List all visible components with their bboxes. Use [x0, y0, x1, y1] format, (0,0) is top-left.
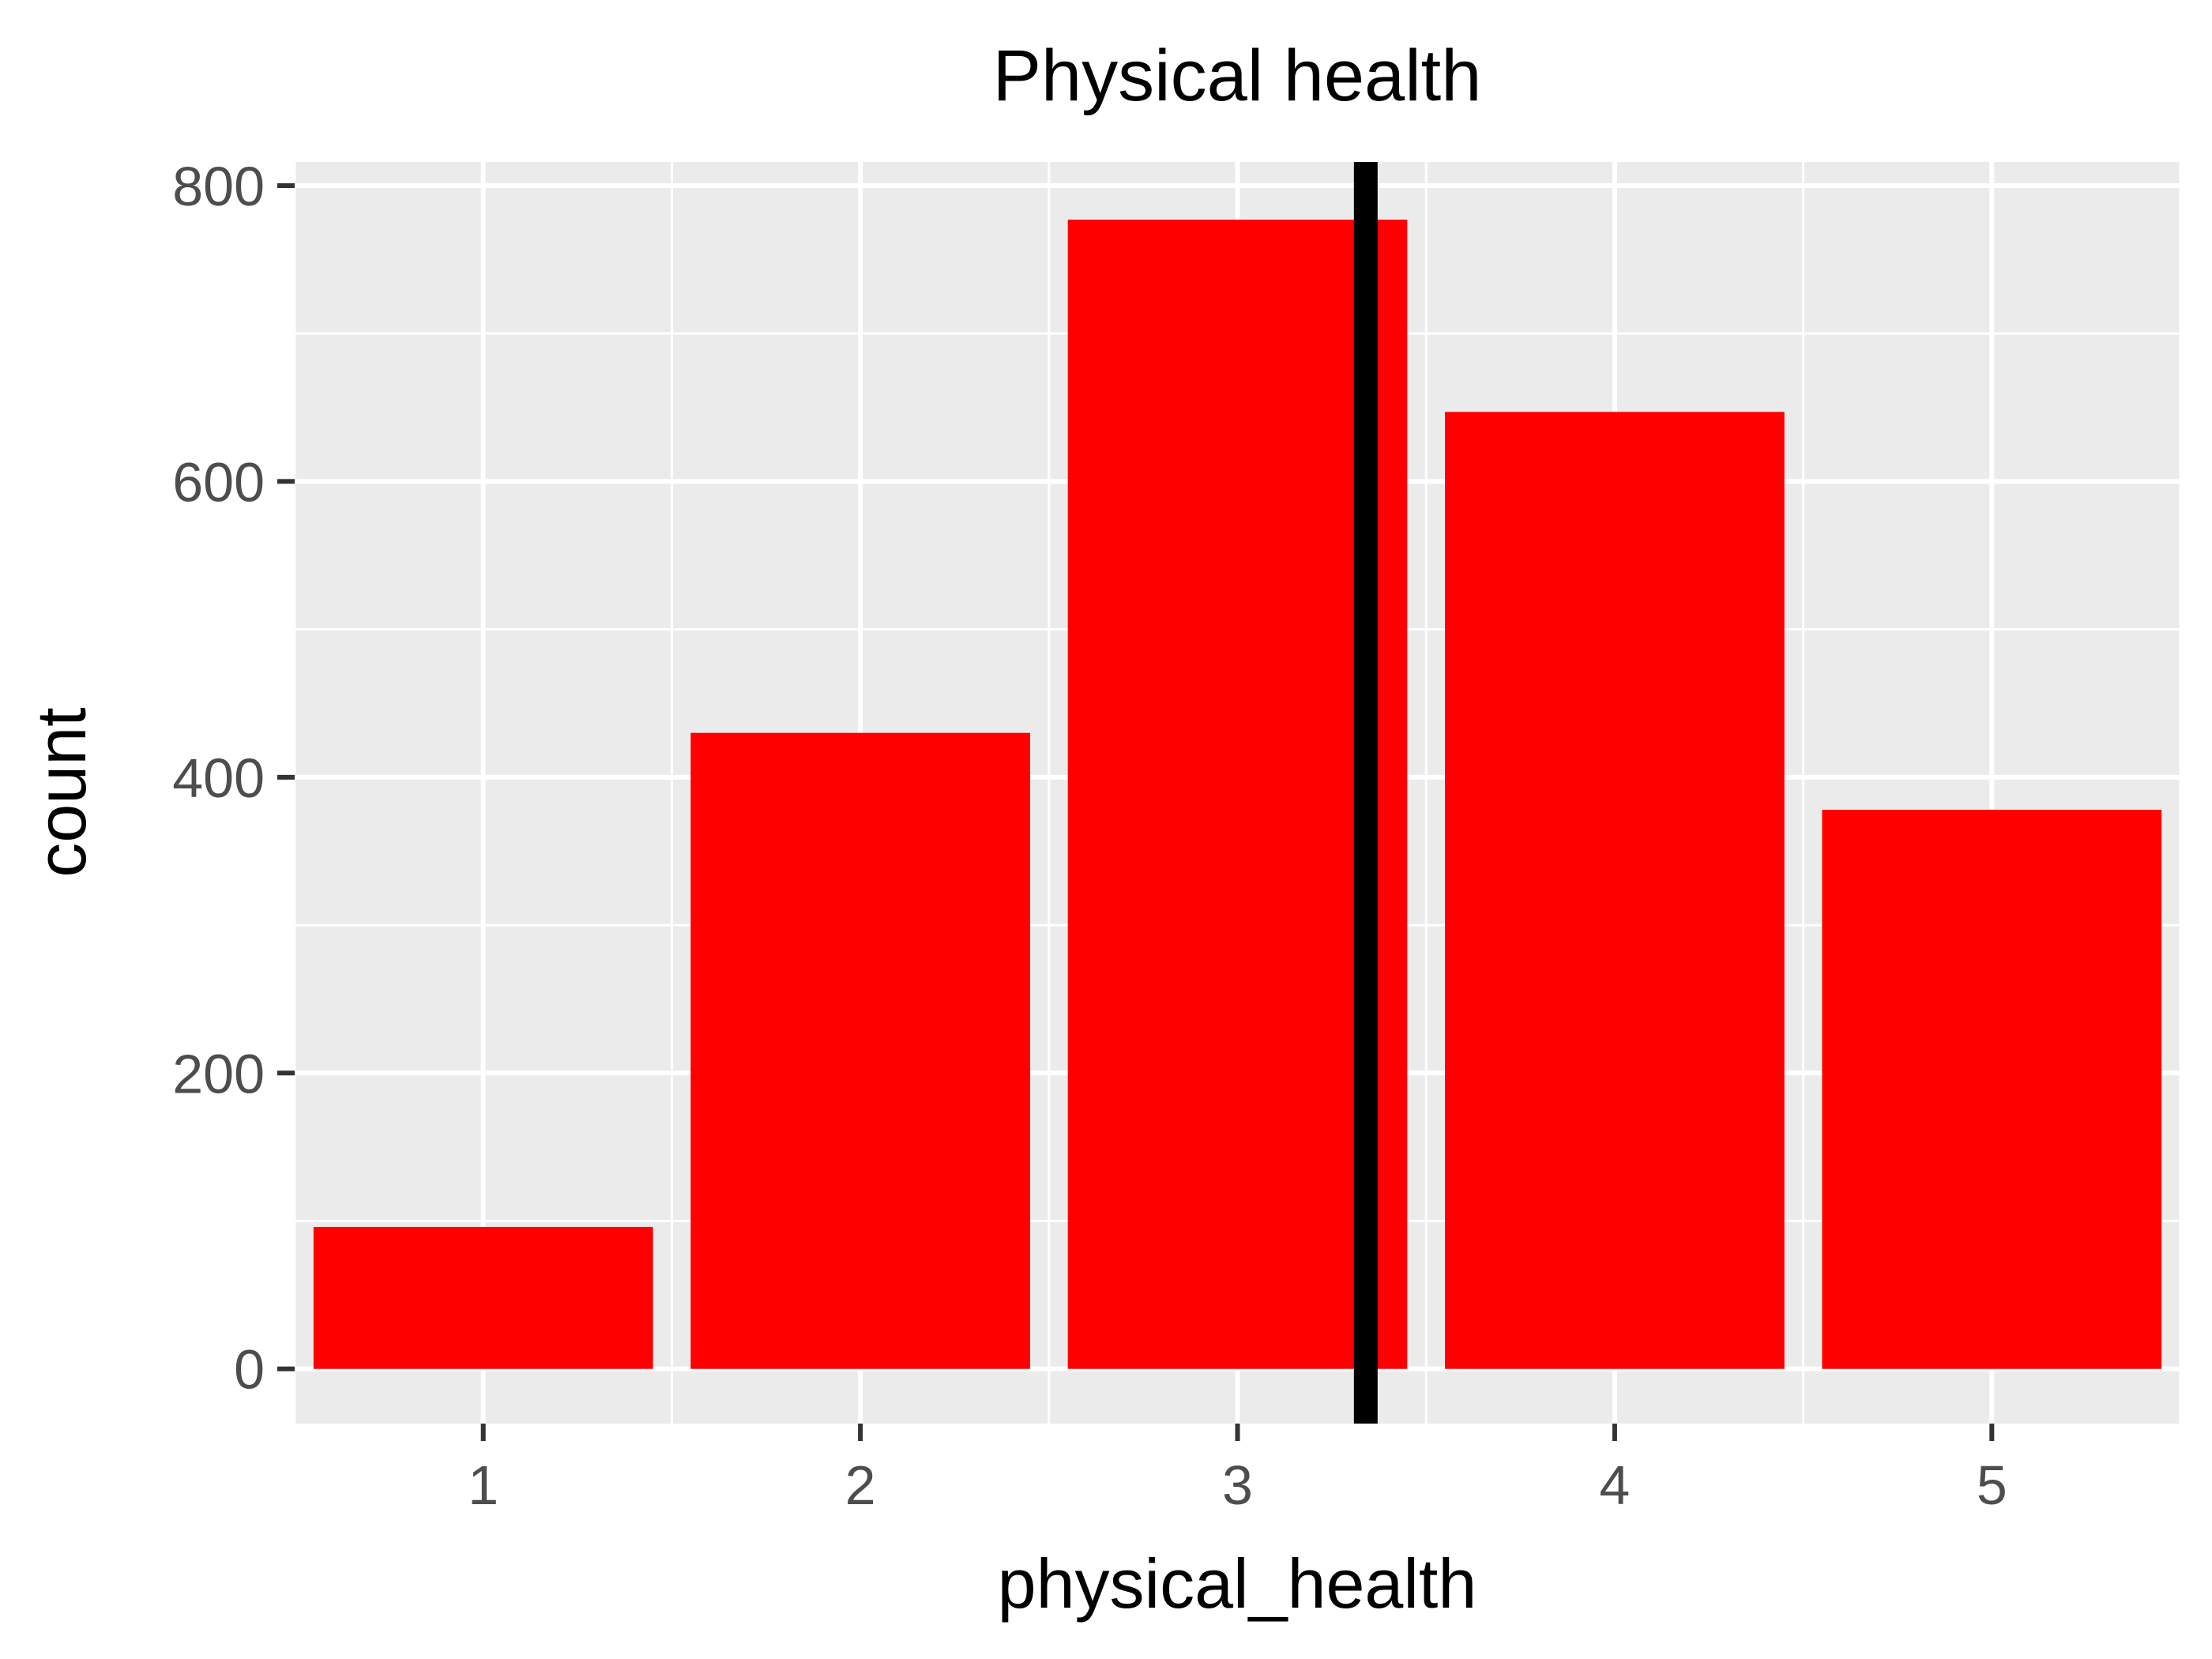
- y-tick-label: 0: [234, 1339, 265, 1401]
- x-tick-label: 1: [468, 1454, 498, 1516]
- y-tick-label: 800: [172, 156, 265, 217]
- y-tick-label: 600: [172, 451, 265, 513]
- x-tick-label: 4: [1599, 1454, 1630, 1516]
- x-axis: 1 2 3 4 5: [468, 1424, 2007, 1516]
- y-axis: 0 200 400 600 800: [172, 156, 295, 1401]
- chart-title: Physical health: [993, 36, 1482, 116]
- bar-4: [1445, 412, 1785, 1369]
- y-axis-title: count: [22, 707, 100, 877]
- y-tick-label: 200: [172, 1043, 265, 1104]
- x-axis-title: physical_health: [998, 1544, 1477, 1623]
- bar-3: [1067, 220, 1408, 1369]
- bar-2: [690, 732, 1030, 1369]
- bar-5: [1822, 810, 2162, 1369]
- x-tick-label: 3: [1222, 1454, 1253, 1516]
- bar-1: [313, 1226, 653, 1369]
- bars: [313, 220, 2162, 1369]
- x-tick-label: 5: [1977, 1454, 2007, 1516]
- y-tick-label: 400: [172, 747, 265, 809]
- x-tick-label: 2: [845, 1454, 876, 1516]
